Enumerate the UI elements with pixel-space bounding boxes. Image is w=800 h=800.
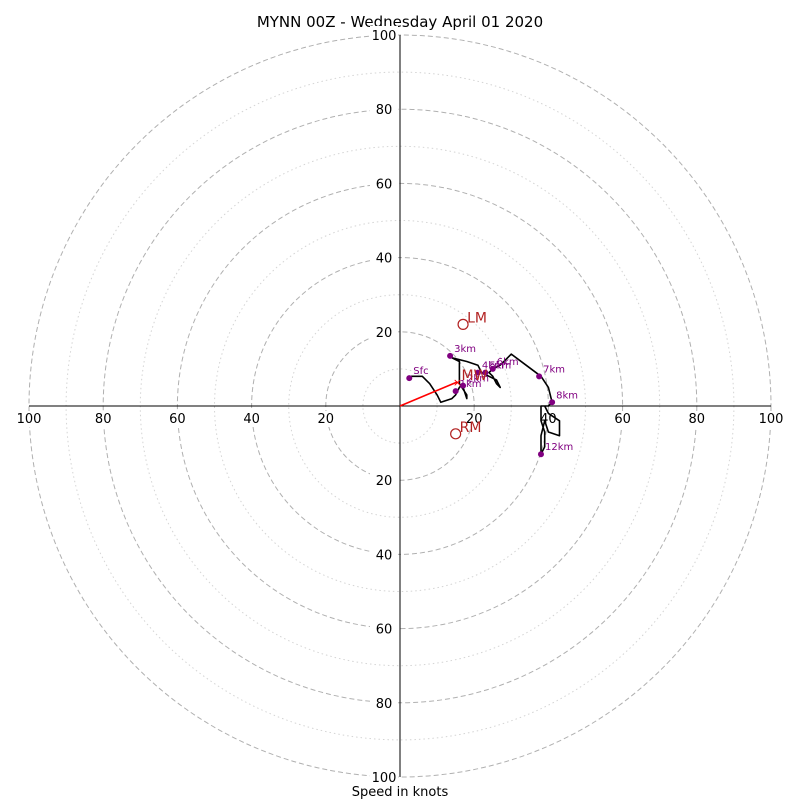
height-label-2km: 2km: [467, 374, 489, 385]
y-tick-bg-up-60: [370, 174, 398, 191]
storm-motion-mw-label: MW: [462, 368, 488, 384]
x-tick-bg-right-100: [757, 411, 785, 427]
mean-wind-vector-head: ×: [453, 376, 462, 389]
height-marker-1km: [452, 388, 459, 395]
height-label-6km: 6km: [497, 357, 519, 368]
height-marker-2km: [460, 382, 467, 389]
y-tick-bg-down-100: [370, 768, 398, 784]
height-markers: Sfc1km2km3km4km5km6km7km8km12km: [406, 344, 578, 458]
storm-motion-markers: LM RM MW: [450, 310, 488, 440]
y-tick-bg-down-80: [370, 693, 398, 710]
y-tick-label-up-20: 20: [376, 326, 393, 341]
storm-motion-lm-label: LM: [467, 310, 487, 326]
y-tick-bg-down-40: [370, 545, 398, 562]
y-tick-label-down-60: 60: [376, 623, 393, 638]
storm-motion-lm-marker: [457, 318, 469, 330]
tick-labels: 100 80 60 40 20 20 40 60 80 100204060801002040608…: [15, 26, 785, 786]
height-marker-4km: [474, 369, 481, 376]
x-tick-bg-left-60: [163, 411, 192, 427]
y-tick-bg-up-80: [370, 100, 398, 117]
height-marker-6km: [489, 365, 496, 372]
height-marker-8km: [549, 399, 556, 406]
height-label-1km: 1km: [460, 379, 482, 390]
y-tick-label-up-80: 80: [376, 103, 393, 118]
y-tick-bg-up-40: [370, 248, 398, 265]
x-tick-bg-right-20: [460, 411, 489, 427]
height-label-3km: 3km: [454, 344, 476, 355]
height-marker-3km: [447, 352, 454, 359]
x-tick-label-left-60: 60: [169, 412, 186, 427]
x-tick-bg-left-40: [237, 411, 266, 427]
x-tick-bg-right-80: [682, 411, 711, 427]
height-label-7km: 7km: [543, 364, 565, 375]
x-tick-label-right-60: 60: [614, 412, 631, 427]
x-tick-bg-left-100: [15, 411, 43, 427]
height-marker-5km: [482, 369, 489, 376]
y-tick-label-up-40: 40: [376, 252, 393, 267]
chart-title: MYNN 00Z - Wednesday April 01 2020: [257, 13, 543, 31]
storm-motion-rm-marker: [450, 428, 462, 440]
x-tick-label-left-20: 20: [318, 412, 335, 427]
y-tick-label-down-40: 40: [376, 548, 393, 563]
x-tick-label-right-100: 100: [759, 412, 784, 427]
y-tick-label-down-20: 20: [376, 474, 393, 489]
y-tick-label-down-100: 100: [372, 771, 397, 786]
height-marker-sfc: [406, 375, 413, 382]
x-tick-label-right-80: 80: [689, 412, 706, 427]
height-marker-7km: [536, 373, 543, 380]
x-tick-bg-left-20: [311, 411, 340, 427]
x-tick-bg-left-80: [89, 411, 118, 427]
y-tick-label-up-60: 60: [376, 177, 393, 192]
x-tick-label-right-20: 20: [466, 412, 483, 427]
x-tick-bg-right-60: [608, 411, 637, 427]
y-tick-bg-up-100: [370, 26, 398, 42]
y-tick-bg-up-20: [370, 322, 398, 339]
height-label-sfc: Sfc: [413, 366, 428, 377]
height-label-12km: 12km: [545, 442, 573, 453]
mean-wind-vector: [399, 381, 458, 407]
height-marker-12km: [537, 451, 544, 458]
x-tick-label-left-80: 80: [95, 412, 112, 427]
height-label-8km: 8km: [556, 390, 578, 401]
storm-motion-rm-label: RM: [460, 420, 482, 436]
height-label-5km: 5km: [489, 361, 511, 372]
x-tick-label-left-40: 40: [243, 412, 260, 427]
y-tick-bg-down-20: [370, 471, 398, 488]
x-axis-label: Speed in knots: [352, 785, 449, 800]
y-tick-bg-down-60: [370, 619, 398, 636]
x-tick-label-left-100: 100: [17, 412, 42, 427]
y-tick-label-up-100: 100: [372, 29, 397, 44]
y-tick-label-down-80: 80: [376, 697, 393, 712]
